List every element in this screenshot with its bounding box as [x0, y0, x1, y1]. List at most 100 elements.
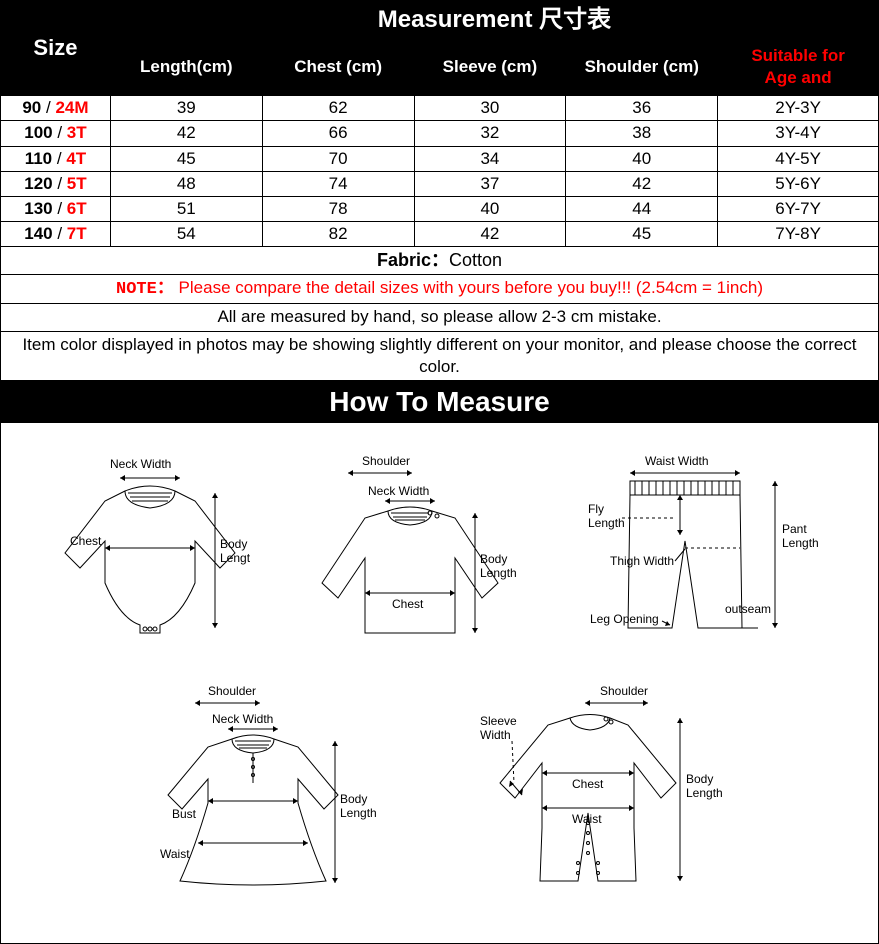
col-shoulder: Shoulder (cm) — [566, 39, 718, 96]
label-body-length-1b: Length — [220, 551, 250, 565]
fabric-label: Fabric — [377, 250, 431, 270]
size-header: Size — [1, 1, 111, 96]
label-pant-length-b: Length — [782, 536, 819, 550]
label-leg-opening: Leg Opening — [590, 612, 659, 626]
label-neck-width-4: Neck Width — [212, 712, 273, 726]
label-body-length-4b: Length — [340, 806, 377, 820]
label-body-length-5b: Length — [686, 786, 723, 800]
label-pant-length-a: Pant — [782, 522, 807, 536]
fabric-sep: ： — [431, 250, 449, 270]
table-row: 110 / 4T457034404Y-5Y — [1, 146, 879, 171]
data-cell: 38 — [566, 121, 718, 146]
label-body-length-5a: Body — [686, 772, 713, 786]
age-cell: 2Y-3Y — [718, 96, 879, 121]
label-chest: Chest — [70, 534, 102, 548]
label-waist-width: Waist Width — [645, 454, 709, 468]
note-label: NOTE： — [116, 280, 174, 299]
note-row-1: NOTE： Please compare the detail sizes wi… — [1, 275, 879, 304]
label-chest-2: Chest — [392, 597, 424, 611]
diagram-pants: Waist Width Fly Length Thigh Width — [580, 453, 830, 653]
age-cell: 4Y-5Y — [718, 146, 879, 171]
diagram-romper: Shoulder Sleeve Width — [480, 683, 730, 893]
data-cell: 42 — [110, 121, 262, 146]
table-row: 140 / 7T548242457Y-8Y — [1, 221, 879, 246]
label-shoulder-4: Shoulder — [208, 684, 256, 698]
data-cell: 39 — [110, 96, 262, 121]
label-chest-5: Chest — [572, 777, 604, 791]
label-shoulder-5: Shoulder — [600, 684, 648, 698]
table-row: 120 / 5T487437425Y-6Y — [1, 171, 879, 196]
label-body-length-1a: Body — [220, 537, 247, 551]
label-waist: Waist — [160, 847, 190, 861]
diagram-dress: Shoulder Neck Width Bust — [150, 683, 380, 893]
age-cell: 5Y-6Y — [718, 171, 879, 196]
data-cell: 45 — [110, 146, 262, 171]
data-cell: 82 — [262, 221, 414, 246]
data-cell: 30 — [414, 96, 566, 121]
label-outseam: outseam — [725, 602, 771, 616]
data-cell: 48 — [110, 171, 262, 196]
table-row: 100 / 3T426632383Y-4Y — [1, 121, 879, 146]
col-sleeve: Sleeve (cm) — [414, 39, 566, 96]
table-row: 90 / 24M396230362Y-3Y — [1, 96, 879, 121]
data-cell: 40 — [566, 146, 718, 171]
note-text: Please compare the detail sizes with you… — [174, 278, 763, 297]
suitable-line2: Age and — [765, 68, 832, 87]
label-body-length-2a: Body — [480, 552, 507, 566]
data-cell: 40 — [414, 196, 566, 221]
note2: All are measured by hand, so please allo… — [1, 304, 879, 331]
fabric-row: Fabric：Cotton — [1, 246, 879, 274]
label-body-length-2b: Length — [480, 566, 517, 580]
data-cell: 70 — [262, 146, 414, 171]
age-cell: 6Y-7Y — [718, 196, 879, 221]
note-row-2: All are measured by hand, so please allo… — [1, 304, 879, 331]
age-cell: 7Y-8Y — [718, 221, 879, 246]
diagram-onesie: Neck Width Chest Body Length — [50, 453, 250, 653]
col-chest: Chest (cm) — [262, 39, 414, 96]
size-cell: 130 / 6T — [1, 196, 111, 221]
suitable-line1: Suitable for — [751, 46, 845, 65]
data-cell: 74 — [262, 171, 414, 196]
fabric-value: Cotton — [449, 250, 502, 270]
col-length: Length(cm) — [110, 39, 262, 96]
label-fly-b: Length — [588, 516, 625, 530]
label-bust: Bust — [172, 807, 197, 821]
size-cell: 100 / 3T — [1, 121, 111, 146]
note-row-3: Item color displayed in photos may be sh… — [1, 331, 879, 380]
table-row: 130 / 6T517840446Y-7Y — [1, 196, 879, 221]
data-cell: 62 — [262, 96, 414, 121]
label-waist-5: Waist — [572, 812, 602, 826]
data-cell: 51 — [110, 196, 262, 221]
data-cell: 37 — [414, 171, 566, 196]
diagrams-container: Neck Width Chest Body Length — [0, 423, 879, 944]
data-cell: 54 — [110, 221, 262, 246]
data-cell: 34 — [414, 146, 566, 171]
data-cell: 32 — [414, 121, 566, 146]
data-cell: 44 — [566, 196, 718, 221]
data-cell: 42 — [566, 171, 718, 196]
size-cell: 110 / 4T — [1, 146, 111, 171]
note3: Item color displayed in photos may be sh… — [1, 331, 879, 380]
data-cell: 78 — [262, 196, 414, 221]
data-cell: 45 — [566, 221, 718, 246]
label-body-length-4a: Body — [340, 792, 367, 806]
size-chart-table: Size Measurement 尺寸表 Length(cm) Chest (c… — [0, 0, 879, 381]
age-cell: 3Y-4Y — [718, 121, 879, 146]
label-shoulder: Shoulder — [362, 454, 410, 468]
label-fly-a: Fly — [588, 502, 604, 516]
col-suitable: Suitable for Age and — [718, 39, 879, 96]
size-cell: 90 / 24M — [1, 96, 111, 121]
diagram-shirt: Shoulder Neck Width Chest — [310, 453, 520, 653]
how-to-measure-header: How To Measure — [0, 381, 879, 423]
measurement-header: Measurement 尺寸表 — [110, 1, 878, 39]
size-cell: 140 / 7T — [1, 221, 111, 246]
label-neck-width-2: Neck Width — [368, 484, 429, 498]
data-cell: 66 — [262, 121, 414, 146]
label-thigh-width: Thigh Width — [610, 554, 674, 568]
label-neck-width: Neck Width — [110, 457, 171, 471]
size-cell: 120 / 5T — [1, 171, 111, 196]
label-sleeve-width-a: Sleeve — [480, 714, 517, 728]
label-sleeve-width-b: Width — [480, 728, 511, 742]
data-cell: 42 — [414, 221, 566, 246]
data-cell: 36 — [566, 96, 718, 121]
